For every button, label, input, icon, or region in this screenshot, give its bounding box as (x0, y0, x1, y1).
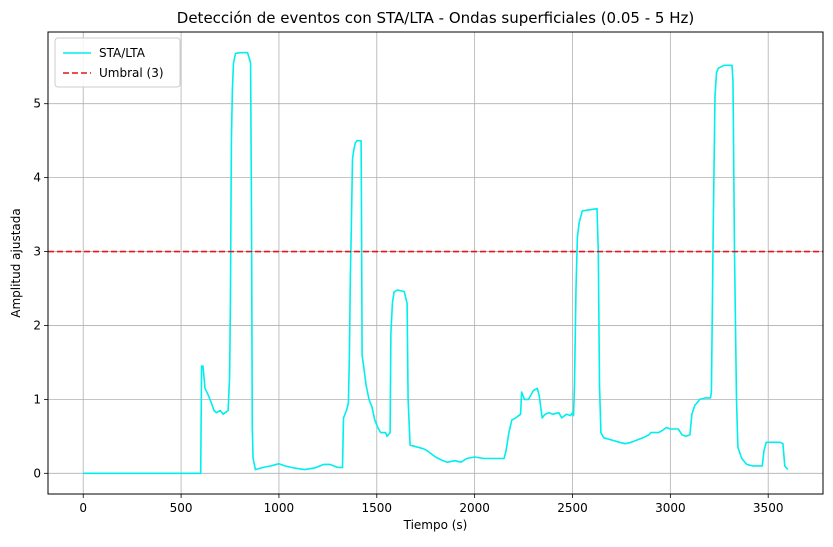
x-tick-label: 500 (170, 501, 193, 515)
x-tick-label: 3000 (655, 501, 686, 515)
y-tick-label: 0 (33, 466, 41, 480)
x-tick-label: 2500 (557, 501, 588, 515)
y-tick-label: 2 (33, 318, 41, 332)
y-tick-label: 3 (33, 245, 41, 259)
x-tick-label: 0 (79, 501, 87, 515)
x-tick-label: 2000 (459, 501, 490, 515)
plot-frame (47, 31, 824, 495)
y-tick-label: 4 (33, 171, 41, 185)
x-tick-label: 3500 (753, 501, 784, 515)
series-layer (48, 51, 823, 475)
legend-entry: STA/LTA (99, 46, 146, 60)
x-axis-ticks: 0 500 1000 1500 2000 2500 3000 3500 (79, 494, 783, 515)
x-tick-label: 1000 (264, 501, 295, 515)
x-axis-label: Tiempo (s) (403, 518, 468, 532)
legend-box (54, 37, 181, 88)
y-axis-label: Amplitud ajustada (9, 208, 23, 318)
legend: STA/LTA Umbral (3) (54, 37, 181, 88)
x-tick-label: 1500 (362, 501, 393, 515)
y-tick-label: 5 (33, 97, 41, 111)
chart-title: Detección de eventos con STA/LTA - Ondas… (177, 9, 694, 27)
y-tick-label: 1 (33, 392, 41, 406)
y-axis-ticks: 0 1 2 3 4 5 (33, 97, 48, 480)
sta-lta-line (83, 51, 789, 475)
legend-entry: Umbral (3) (99, 66, 164, 80)
